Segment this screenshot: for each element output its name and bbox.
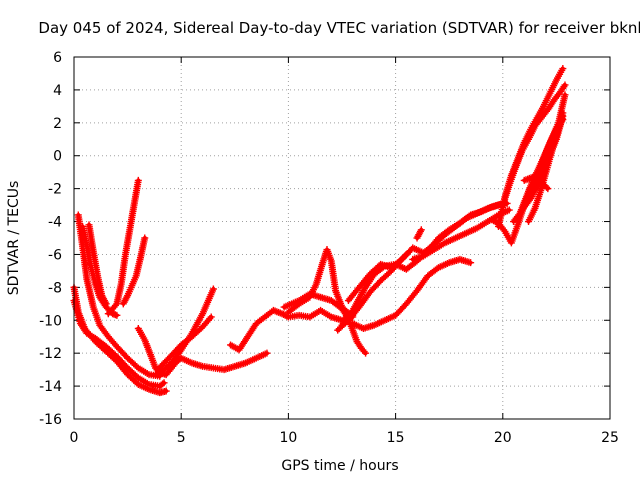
data-point-plus [209, 285, 217, 293]
series-track-6 [104, 176, 142, 318]
data-point-plus [134, 176, 142, 184]
plot-frame [73, 56, 611, 420]
y-tick-label: -8 [48, 280, 62, 296]
data-point-plus [162, 387, 170, 395]
y-tick-label: 0 [53, 149, 62, 165]
x-tick-label: 5 [177, 430, 186, 446]
data-point-plus [543, 183, 551, 191]
data-point-plus [160, 379, 168, 387]
y-tick-label: -2 [48, 182, 62, 198]
series-track-22 [499, 81, 569, 209]
y-tick-label: 6 [53, 50, 62, 66]
y-tick-label: -14 [39, 379, 62, 395]
series-track-3 [74, 211, 164, 380]
data-point-plus [102, 300, 110, 308]
x-tick-label: 20 [494, 430, 512, 446]
x-axis-label: GPS time / hours [281, 458, 398, 474]
data-point-plus [159, 380, 167, 388]
data-point-plus [207, 313, 215, 321]
x-tick-label: 10 [279, 430, 297, 446]
x-tick-label: 25 [601, 430, 619, 446]
y-tick-label: -6 [48, 247, 62, 263]
x-tick-label: 15 [387, 430, 405, 446]
y-tick-label: -16 [39, 412, 62, 428]
data-points [70, 65, 569, 397]
series-track-20 [413, 226, 425, 242]
data-point-plus [401, 252, 409, 260]
series-track-2 [70, 297, 168, 390]
data-point-plus [544, 185, 552, 193]
data-point-plus [263, 349, 271, 357]
data-point-plus [505, 206, 513, 214]
y-tick-label: -10 [39, 313, 62, 329]
data-point-plus [559, 65, 567, 73]
data-point-plus [362, 349, 370, 357]
series-track-10 [154, 313, 215, 374]
y-tick-label: 2 [53, 116, 62, 132]
y-tick-label: -4 [48, 215, 62, 231]
series-track-11 [156, 349, 271, 379]
data-point-plus [402, 250, 410, 258]
tick-labels: 0 5 10 15 20 25 -16 -14 -12 -10 -8 -6 -4 -2 0 2 4 6 [39, 50, 619, 446]
series-track-5 [85, 221, 110, 308]
series-track-7 [119, 234, 149, 308]
y-tick-label: 4 [53, 83, 62, 99]
data-point-plus [113, 311, 121, 319]
data-point-plus [557, 119, 565, 127]
series-track-17 [334, 250, 410, 334]
series-track-18 [349, 255, 475, 332]
x-tick-label: 0 [70, 430, 79, 446]
y-tick-label: -12 [39, 346, 62, 362]
data-point-plus [141, 234, 149, 242]
data-point-plus [561, 81, 569, 89]
data-point-plus [561, 91, 569, 99]
y-axis-label: SDTVAR / TECUs [6, 181, 22, 296]
series-track-28 [525, 119, 565, 226]
grid-lines [74, 57, 610, 419]
data-point-plus [417, 226, 425, 234]
data-point-plus [467, 259, 475, 267]
chart-title: Day 045 of 2024, Sidereal Day-to-day VTE… [38, 19, 640, 37]
series-track-12 [227, 306, 357, 354]
